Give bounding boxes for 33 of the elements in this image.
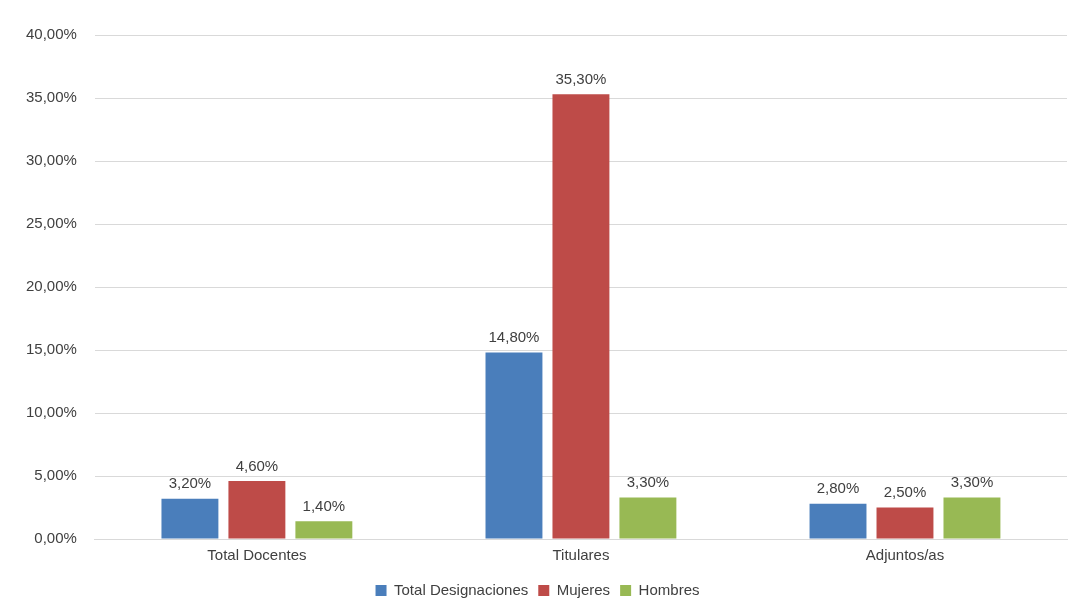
y-tick-label: 10,00% <box>26 403 77 421</box>
bar <box>228 481 286 539</box>
legend-label: Mujeres <box>556 580 611 598</box>
bar <box>876 507 934 539</box>
y-tick-label: 5,00% <box>34 466 77 484</box>
x-tick-label: Titulares <box>552 546 610 564</box>
bar <box>485 352 543 539</box>
bar <box>809 503 867 539</box>
legend-label: Hombres <box>638 580 700 598</box>
data-label: 2,50% <box>883 483 927 501</box>
bar <box>295 521 353 539</box>
x-tick-label: Adjuntos/as <box>865 546 945 564</box>
y-tick-label: 35,00% <box>26 88 77 106</box>
bar <box>552 94 610 539</box>
data-label: 1,40% <box>302 497 346 514</box>
y-tick-label: 20,00% <box>26 277 77 295</box>
legend-label: Total Designaciones <box>394 580 529 598</box>
y-tick-label: 15,00% <box>26 340 77 358</box>
data-label: 4,60% <box>235 456 279 474</box>
y-tick-label: 25,00% <box>26 214 77 232</box>
data-label: 3,20% <box>168 474 212 492</box>
bar <box>161 498 219 539</box>
data-label: 14,80% <box>488 328 540 346</box>
y-tick-label: 30,00% <box>26 151 77 169</box>
x-tick-label: Total Docentes <box>207 546 307 564</box>
y-tick-label: 40,00% <box>26 25 77 43</box>
data-label: 2,80% <box>816 479 860 497</box>
data-label: 35,30% <box>555 69 607 87</box>
bar <box>619 497 677 539</box>
bar <box>943 497 1001 539</box>
y-tick-label: 0,00% <box>34 529 77 547</box>
data-label: 3,30% <box>626 473 670 491</box>
data-label: 3,30% <box>950 473 994 491</box>
